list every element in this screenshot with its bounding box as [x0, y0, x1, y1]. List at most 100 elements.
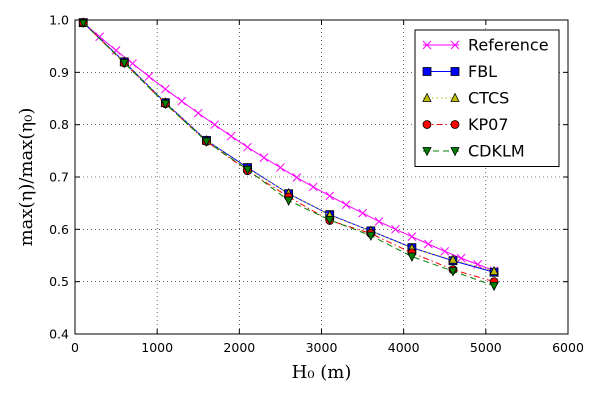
series-reference	[78, 18, 499, 276]
data-point-stroke	[193, 108, 203, 118]
data-point-x	[308, 182, 318, 192]
data-point-circle	[450, 120, 460, 129]
y-tick-label: 0.7	[49, 170, 69, 185]
data-point-stroke	[341, 200, 351, 210]
data-point-x	[456, 253, 466, 263]
series-layer	[78, 17, 499, 292]
data-point-stroke	[450, 40, 460, 50]
data-point-x	[193, 108, 203, 118]
data-point-x	[111, 45, 121, 55]
data-point-triangle-down	[448, 267, 458, 277]
data-point-x	[450, 40, 460, 50]
legend-box	[414, 29, 560, 167]
data-point-x	[243, 142, 252, 152]
x-tick-label: 5000	[470, 340, 502, 355]
data-point-triangle-down	[489, 281, 499, 292]
data-point-triangle-down	[119, 59, 129, 69]
data-point-stroke	[161, 84, 170, 94]
legend-entry: CDKLM	[422, 142, 525, 161]
legend-label: CDKLM	[468, 142, 525, 161]
x-tick-label: 4000	[388, 340, 420, 355]
data-point-x	[177, 96, 187, 106]
y-tick-label: 0.6	[49, 222, 69, 237]
data-point-triangle-down	[366, 231, 376, 242]
data-point-triangle-up	[450, 92, 460, 102]
x-axis-label: H₀ (m)	[292, 362, 352, 383]
data-point-stroke	[177, 96, 187, 106]
data-point-x	[391, 224, 400, 234]
data-point-square	[422, 67, 432, 76]
data-point-triangle-down	[78, 18, 88, 29]
data-point-x	[226, 131, 236, 141]
data-point-stroke	[292, 173, 302, 182]
data-point-triangle-down	[325, 216, 335, 226]
x-tick-label: 0	[71, 340, 79, 355]
data-point-x	[292, 173, 302, 182]
x-tick-label: 6000	[552, 340, 584, 355]
data-point-triangle-up	[489, 265, 499, 276]
legend-label: FBL	[468, 62, 497, 81]
data-point-x	[276, 163, 285, 172]
data-point-stroke	[407, 232, 417, 242]
data-point-x	[358, 208, 367, 218]
y-tick-label: 0.4	[49, 327, 69, 342]
series-line	[82, 22, 495, 272]
data-point-x	[128, 59, 137, 68]
data-point-x	[407, 232, 417, 242]
data-point-stroke	[259, 153, 269, 162]
legend: Reference FBL CTCS KP07 CDKLM	[414, 29, 560, 167]
series-cdklm	[78, 18, 499, 292]
data-point-stroke	[456, 253, 466, 263]
data-point-triangle-down	[242, 165, 253, 176]
data-point-triangle-down	[160, 99, 171, 110]
data-point-x	[161, 84, 170, 94]
data-point-stroke	[243, 142, 252, 152]
legend-label: Reference	[468, 36, 549, 55]
data-point-triangle-up	[448, 254, 458, 264]
data-point-x	[325, 191, 335, 201]
data-point-square	[450, 67, 460, 76]
data-point-triangle-down	[201, 137, 212, 147]
legend-entry: CTCS	[422, 89, 509, 108]
data-point-stroke	[423, 239, 433, 249]
x-tick-label: 3000	[306, 340, 338, 355]
data-point-x	[440, 246, 450, 256]
legend-label: CTCS	[468, 89, 509, 108]
y-tick-label: 1.0	[49, 13, 69, 28]
data-point-stroke	[276, 163, 285, 172]
data-point-stroke	[325, 191, 335, 201]
data-point-x	[259, 153, 269, 162]
y-tick-label: 0.8	[49, 117, 69, 132]
x-tick-label: 1000	[141, 340, 173, 355]
data-point-stroke	[111, 45, 121, 55]
y-tick-label: 0.9	[49, 65, 69, 80]
data-point-triangle-down	[450, 147, 460, 157]
data-point-x	[422, 40, 432, 50]
data-point-stroke	[95, 32, 105, 42]
legend-entry: FBL	[422, 62, 497, 81]
data-point-x	[423, 239, 433, 249]
data-point-stroke	[308, 182, 318, 192]
data-point-stroke	[128, 59, 137, 68]
data-point-circle	[422, 120, 432, 129]
y-tick-label: 0.5	[49, 274, 69, 289]
legend-entry: KP07	[422, 115, 509, 134]
data-point-x	[95, 32, 105, 42]
data-point-x	[210, 120, 220, 130]
data-point-stroke	[210, 120, 220, 130]
legend-entry: Reference	[422, 36, 549, 55]
data-point-stroke	[374, 217, 384, 226]
data-point-triangle-down	[283, 196, 294, 206]
data-point-stroke	[422, 40, 432, 50]
y-axis-label: max(η)/max(η₀)	[16, 108, 37, 247]
data-point-stroke	[391, 224, 400, 234]
data-point-triangle-up	[422, 92, 432, 102]
data-point-stroke	[440, 246, 450, 256]
ticks: 0 1000 2000 3000 4000 5000 6000 0.4 0.5 0.6 0.7 0.8…	[49, 13, 584, 356]
data-point-x	[144, 72, 154, 81]
legend-label: KP07	[468, 115, 509, 134]
data-point-stroke	[358, 208, 367, 218]
data-point-triangle-down	[422, 147, 432, 157]
data-point-stroke	[226, 131, 236, 141]
